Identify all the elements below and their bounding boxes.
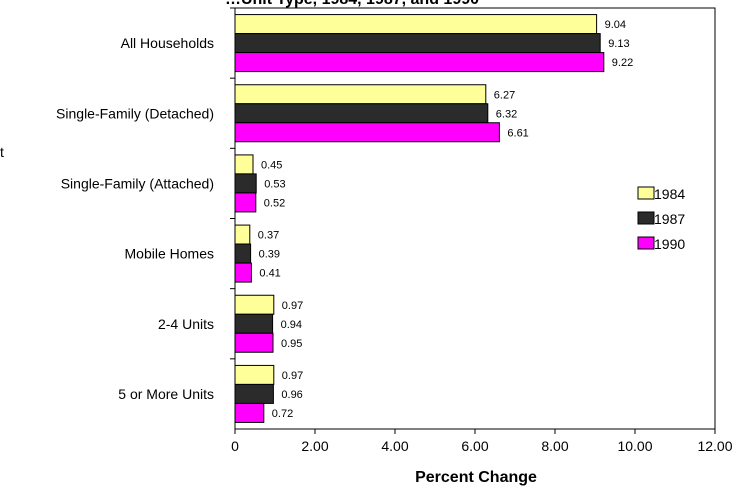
- x-tick-label: 10.00: [617, 438, 652, 454]
- category-label: All Households: [121, 35, 214, 51]
- stray-text-fragment: t: [0, 144, 4, 160]
- x-tick-label: 4.00: [381, 438, 408, 454]
- data-label: 0.39: [259, 249, 280, 261]
- legend-swatch: [637, 236, 655, 250]
- bar-1990: [234, 332, 274, 353]
- category-label: 5 or More Units: [118, 386, 214, 402]
- bar-1987: [234, 33, 601, 54]
- data-label: 0.94: [281, 319, 302, 331]
- category-label: Single-Family (Attached): [61, 175, 214, 191]
- bar-1990: [234, 192, 257, 213]
- bar-1984: [234, 364, 275, 385]
- data-label: 0.96: [281, 389, 302, 401]
- bar-1984: [234, 294, 275, 315]
- x-tick-label: 8.00: [541, 438, 568, 454]
- bar-1987: [234, 313, 274, 334]
- bar-1984: [234, 154, 254, 175]
- data-label: 0.37: [258, 230, 279, 242]
- data-label: 0.97: [282, 370, 303, 382]
- x-tick-label: 2.00: [301, 438, 328, 454]
- bar-1984: [234, 224, 251, 245]
- data-label: 6.27: [494, 89, 515, 101]
- legend: 1984 1987 1990: [637, 186, 685, 252]
- data-label: 6.32: [496, 108, 517, 120]
- bar-1990: [234, 402, 265, 423]
- legend-label: 1987: [654, 211, 685, 227]
- x-tick-label: 12.00: [697, 438, 732, 454]
- x-tick-label: 6.00: [461, 438, 488, 454]
- data-label: 9.22: [612, 57, 633, 69]
- category-label: Mobile Homes: [125, 246, 214, 262]
- bar-1987: [234, 383, 274, 404]
- bar-1990: [234, 262, 252, 283]
- bar-1987: [234, 243, 252, 264]
- bar-1984: [234, 14, 598, 35]
- bar-1984: [234, 84, 487, 105]
- data-label: 0.53: [264, 178, 285, 190]
- bar-1990: [234, 122, 500, 143]
- data-label: 0.97: [282, 300, 303, 312]
- legend-label: 1984: [654, 186, 685, 202]
- data-label: 0.52: [264, 197, 285, 209]
- data-label: 6.61: [507, 127, 528, 139]
- data-label: 0.41: [259, 268, 280, 280]
- bar-1987: [234, 173, 257, 194]
- legend-label: 1990: [654, 236, 685, 252]
- category-label: Single-Family (Detached): [56, 105, 214, 121]
- x-tick-label: 0: [231, 438, 239, 454]
- data-label: 0.45: [261, 159, 282, 171]
- legend-swatch: [637, 186, 655, 200]
- legend-swatch: [637, 211, 655, 225]
- bar-1987: [234, 103, 489, 124]
- chart-title: …Unit Type, 1984, 1987, and 1990: [225, 0, 479, 8]
- data-label: 0.72: [272, 408, 293, 420]
- data-label: 0.95: [281, 338, 302, 350]
- bar-1990: [234, 52, 605, 73]
- plot-area: 0 2.00 4.00 6.00 8.00 10.00 12.00 All Household…: [56, 7, 733, 454]
- data-label: 9.04: [605, 19, 626, 31]
- data-label: 9.13: [608, 38, 629, 50]
- category-label: 2-4 Units: [158, 316, 214, 332]
- x-axis-label: Percent Change: [415, 469, 537, 486]
